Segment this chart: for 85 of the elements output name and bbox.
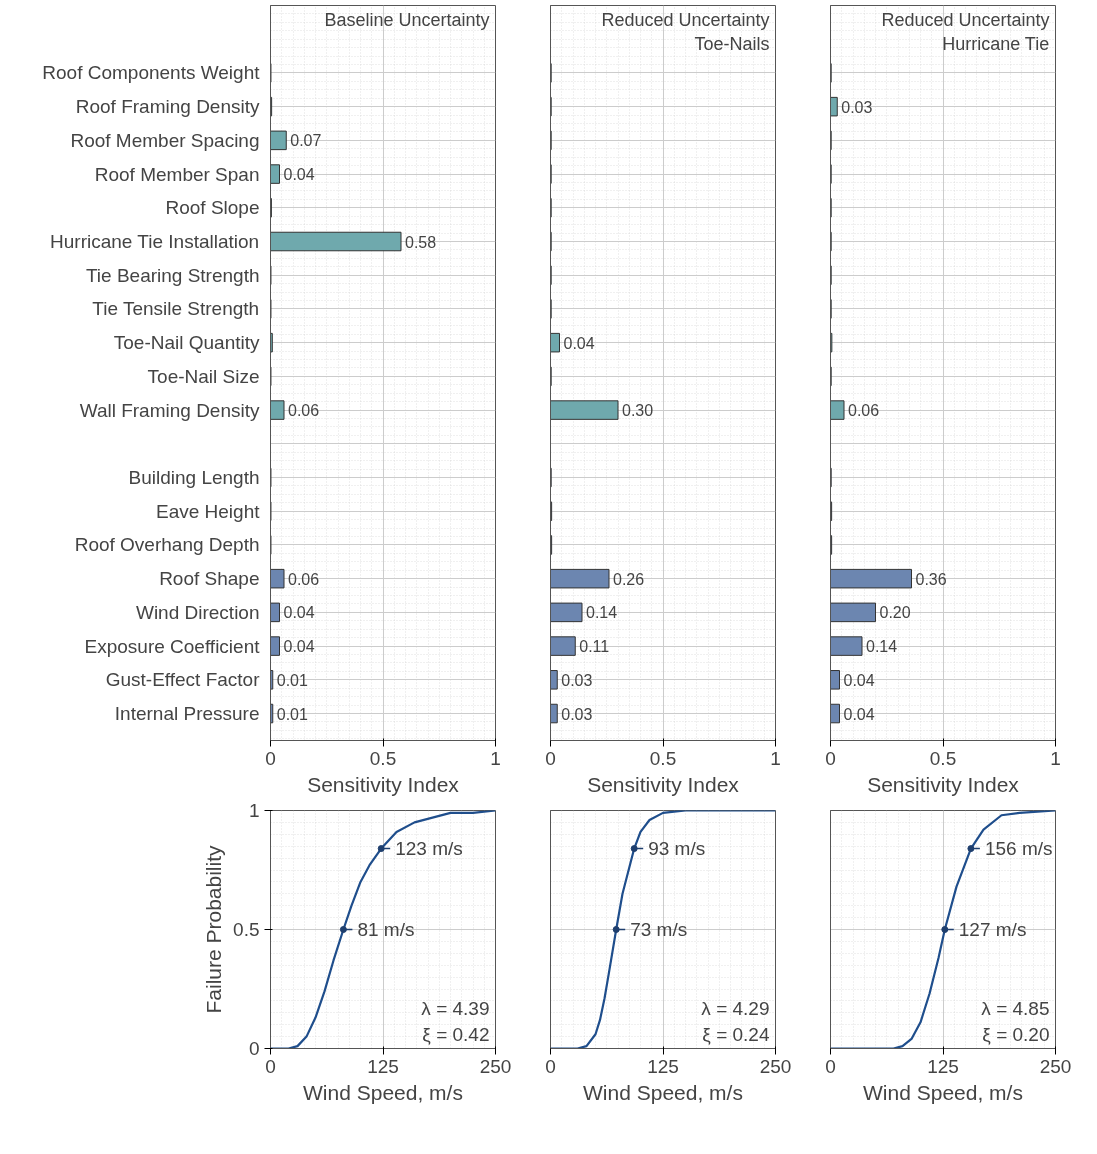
chart-title: Baseline Uncertainty <box>324 9 490 30</box>
y-tick-label: Roof Overhang Depth <box>74 534 260 556</box>
annotation: 73 m/s <box>630 919 688 940</box>
data-label: 0.04 <box>843 705 875 723</box>
data-label: 0.03 <box>561 671 593 689</box>
annotation: λ = 4.85 <box>981 997 1050 1019</box>
y-tick-label: 0 <box>248 1038 260 1059</box>
x-tick-label: 0 <box>265 1055 276 1077</box>
y-tick-label: Roof Member Span <box>94 163 260 185</box>
data-label: 0.04 <box>283 604 315 622</box>
data-label: 0.11 <box>579 638 610 656</box>
x-tick-label: 0.5 <box>929 747 957 769</box>
x-tick-label: 125 <box>927 1055 959 1077</box>
x-tick-label: 0 <box>545 747 556 769</box>
y-tick-label: Tie Bearing Strength <box>85 264 260 286</box>
x-tick-label: 250 <box>1039 1055 1072 1077</box>
y-tick-label: Roof Framing Density <box>75 96 260 118</box>
x-axis-title: Wind Speed, m/s <box>583 1080 743 1104</box>
chart-title: Reduced Uncertainty Toe-Nails <box>601 9 770 54</box>
annotation: 81 m/s <box>357 919 415 940</box>
x-tick-label: 0.5 <box>369 747 397 769</box>
annotation: 123 m/s <box>395 838 463 860</box>
y-tick-label: Wind Direction <box>135 601 260 623</box>
y-tick-label: Roof Slope <box>165 197 260 219</box>
annotation: ξ = 0.42 <box>422 1023 490 1045</box>
y-tick-label: Roof Components Weight <box>42 62 261 84</box>
y-tick-label: Hurricane Tie Installation <box>50 231 260 253</box>
data-label: 0.06 <box>288 570 320 588</box>
data-label: 0.04 <box>283 166 315 184</box>
data-label: 0.58 <box>405 233 437 251</box>
data-label: 0.04 <box>563 334 595 352</box>
data-label: 0.06 <box>288 402 320 420</box>
y-tick-label: 1 <box>248 800 260 821</box>
data-label: 0.07 <box>290 132 322 150</box>
y-tick-label: Wall Framing Density <box>79 399 260 421</box>
data-label: 0.01 <box>276 705 308 723</box>
x-axis-title: Wind Speed, m/s <box>303 1080 463 1104</box>
x-tick-label: 1 <box>1050 747 1061 769</box>
x-tick-label: 0 <box>265 747 276 769</box>
annotation: λ = 4.39 <box>421 997 490 1019</box>
y-tick-label: Gust-Effect Factor <box>105 669 261 691</box>
data-label: 0.36 <box>915 570 947 588</box>
y-tick-label: Eave Height <box>155 500 261 522</box>
x-tick-label: 1 <box>490 747 501 769</box>
y-tick-label: Roof Shape <box>159 568 260 590</box>
annotation: 127 m/s <box>958 919 1027 940</box>
y-axis-title: Failure Probability <box>202 844 226 1014</box>
x-tick-label: 0 <box>545 1055 556 1077</box>
annotation: 93 m/s <box>648 838 706 860</box>
x-axis-title: Sensitivity Index <box>867 772 1020 796</box>
data-label: 0.04 <box>843 671 875 689</box>
data-label: 0.14 <box>586 604 618 622</box>
data-label: 0.26 <box>613 570 645 588</box>
x-tick-label: 0.5 <box>649 747 677 769</box>
y-tick-label: Exposure Coefficient <box>84 635 261 657</box>
annotation: ξ = 0.20 <box>982 1023 1050 1045</box>
data-label: 0.03 <box>561 705 593 723</box>
y-tick-label: Toe-Nail Quantity <box>113 332 260 354</box>
annotation: λ = 4.29 <box>701 997 770 1019</box>
x-tick-label: 125 <box>367 1055 399 1077</box>
data-label: 0.01 <box>276 671 308 689</box>
x-tick-label: 1 <box>770 747 781 769</box>
data-label: 0.06 <box>848 402 880 420</box>
annotation: 156 m/s <box>984 838 1053 860</box>
y-tick-label: Roof Member Spacing <box>70 129 260 151</box>
x-tick-label: 125 <box>647 1055 679 1077</box>
data-label: 0.03 <box>841 98 873 116</box>
data-label: 0.20 <box>879 604 911 622</box>
y-tick-label: Tie Tensile Strength <box>92 298 260 320</box>
y-tick-label: Internal Pressure <box>114 703 260 725</box>
x-axis-title: Sensitivity Index <box>587 772 740 796</box>
y-tick-label: 0.5 <box>233 919 260 940</box>
data-label: 0.14 <box>866 638 898 656</box>
x-tick-label: 0 <box>825 747 836 769</box>
data-label: 0.04 <box>283 638 315 656</box>
y-tick-label: Toe-Nail Size <box>147 365 260 387</box>
x-axis-title: Wind Speed, m/s <box>863 1080 1023 1104</box>
annotation: ξ = 0.24 <box>702 1023 770 1045</box>
chart-title: Reduced Uncertainty Hurricane Tie <box>881 9 1050 54</box>
x-axis-title: Sensitivity Index <box>307 772 460 796</box>
y-tick-label: Building Length <box>128 467 260 489</box>
x-tick-label: 0 <box>825 1055 836 1077</box>
x-tick-label: 250 <box>479 1055 512 1077</box>
data-label: 0.30 <box>622 402 654 420</box>
x-tick-label: 250 <box>759 1055 792 1077</box>
